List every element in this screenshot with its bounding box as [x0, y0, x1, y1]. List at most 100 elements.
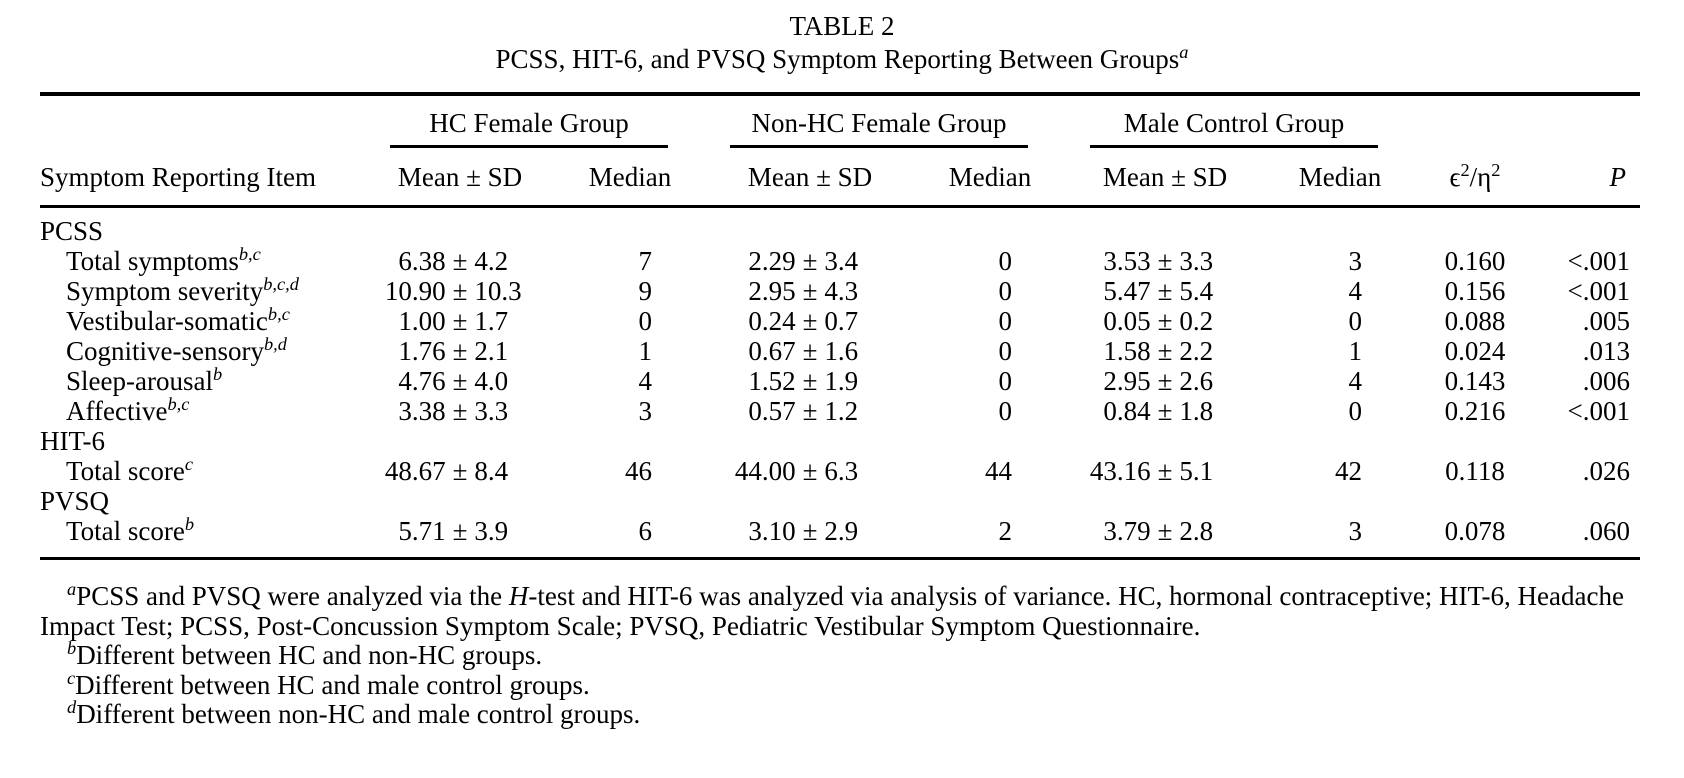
row-label: Vestibular-somaticb,c: [66, 304, 290, 336]
footnote-marker: b,c: [167, 394, 190, 414]
p-value-cell: .006: [1582, 366, 1631, 396]
column-header-item: Symptom Reporting Item: [40, 148, 350, 208]
column-header-nonhc-mean-sd: Mean ± SD: [690, 148, 930, 208]
male-mean-sd-cell: 0.84 ±1.8: [1103, 396, 1214, 426]
hc-mean-sd-cell: 5.71 ±3.9: [350, 516, 570, 560]
footnote-marker: b,c: [238, 244, 261, 264]
row-label: Sleep-arousalb: [66, 364, 223, 396]
footnote-c: cDifferent between HC and male control g…: [67, 667, 590, 700]
table-row-symptom-severity: Symptom severityb,c,d 10.90 ±10.3 9 2.95 ±…: [40, 274, 1640, 306]
nonhc-median-cell: 44: [985, 456, 1012, 486]
male-median-cell: 3: [1280, 516, 1401, 560]
column-header-hc-mean-sd: Mean ± SD: [350, 148, 570, 208]
row-label: Cognitive-sensoryb,d: [66, 334, 287, 366]
hc-mean-sd-cell: 1.76 ±2.1: [398, 336, 509, 366]
male-mean-sd-cell: 5.47 ±5.4: [1103, 276, 1214, 306]
footnote-marker: b,c: [267, 304, 290, 324]
row-label: Affectiveb,c: [66, 394, 190, 426]
p-value-cell: .060: [1550, 516, 1641, 560]
table-row-sleep-arousal: Sleep-arousalb 4.76 ±4.0 4 1.52 ±1.9 0 2.9…: [40, 364, 1640, 396]
footnote-marker: b: [184, 514, 194, 534]
column-header-effect-size: ϵ2/η2: [1400, 148, 1551, 208]
effect-size-cell: 0.118: [1445, 456, 1505, 486]
male-mean-sd-cell: 1.58 ±2.2: [1103, 336, 1214, 366]
table-row-affective: Affectiveb,c 3.38 ±3.3 3 0.57 ±1.2 0 0.84 ±…: [40, 394, 1640, 426]
section-row-pvsq: PVSQ: [40, 486, 110, 516]
section-row-hit6: HIT-6: [40, 426, 105, 456]
nonhc-mean-sd-cell: 2.95 ±4.3: [748, 276, 859, 306]
effect-size-cell: 0.156: [1444, 276, 1506, 306]
nonhc-median-cell: 0: [998, 246, 1013, 276]
row-label: Total scorec: [66, 454, 193, 486]
hc-median-cell: 1: [638, 336, 653, 366]
male-median-cell: 3: [1348, 246, 1363, 276]
male-median-cell: 42: [1335, 456, 1363, 486]
empty-cell: [1550, 94, 1640, 148]
section-row-pcss: PCSS: [40, 216, 104, 246]
table-title: PCSS, HIT-6, and PVSQ Symptom Reporting …: [0, 42, 1684, 76]
group-header-male-control: Male Control Group: [1050, 94, 1400, 148]
hc-mean-sd-cell: 3.38 ±3.3: [398, 396, 509, 426]
male-median-cell: 0: [1348, 396, 1363, 426]
hc-median-cell: 0: [638, 306, 653, 336]
table-row-cognitive-sensory: Cognitive-sensoryb,d 1.76 ±2.1 1 0.67 ±1.6…: [40, 334, 1640, 366]
footnote-c-marker: c: [67, 667, 76, 688]
nonhc-mean-sd-cell: 0.67 ±1.6: [748, 336, 859, 366]
hc-median-cell: 7: [638, 246, 653, 276]
row-label: Total symptomsb,c: [66, 244, 261, 276]
p-value-cell: <.001: [1567, 246, 1631, 276]
nonhc-median-cell: 0: [998, 306, 1013, 336]
hc-median-cell: 46: [625, 456, 652, 486]
group-header-row: HC Female Group Non-HC Female Group Male…: [40, 94, 1640, 148]
row-label: Symptom severityb,c,d: [66, 274, 299, 306]
table-row-total-symptoms: Total symptomsb,c 6.38 ±4.2 7 2.29 ±3.4 0 …: [40, 244, 1640, 276]
row-label: Total scoreb: [40, 514, 350, 560]
male-mean-sd-cell: 43.16 ±5.1: [1089, 456, 1214, 486]
effect-size-cell: 0.216: [1444, 396, 1506, 426]
effect-size-cell: 0.160: [1444, 246, 1506, 276]
hc-mean-sd-cell: 6.38 ±4.2: [398, 246, 509, 276]
p-value-cell: .013: [1582, 336, 1631, 366]
p-value-cell: <.001: [1567, 396, 1631, 426]
nonhc-mean-sd-cell: 3.10 ±2.9: [690, 516, 930, 560]
footnote-marker: b: [212, 364, 223, 384]
table-title-text: PCSS, HIT-6, and PVSQ Symptom Reporting …: [495, 44, 1180, 74]
column-header-male-mean-sd: Mean ± SD: [1050, 148, 1280, 208]
footnote-marker: b,c,d: [263, 274, 299, 294]
footnote-a: aPCSS and PVSQ were analyzed via the H-t…: [40, 579, 1624, 641]
male-median-cell: 4: [1348, 276, 1363, 306]
footnote-a-marker: a: [67, 579, 77, 599]
empty-cell: [1400, 94, 1550, 148]
italic-h: H: [508, 581, 529, 611]
nonhc-mean-sd-cell: 2.29 ±3.4: [748, 246, 859, 276]
footnote-marker: b,d: [263, 334, 287, 354]
nonhc-mean-sd-cell: 1.52 ±1.9: [748, 366, 859, 396]
results-table: HC Female Group Non-HC Female Group Male…: [40, 92, 1641, 560]
column-header-row: Symptom Reporting Item Mean ± SD Median …: [40, 148, 1641, 208]
column-header-male-median: Median: [1280, 148, 1401, 208]
footnote-marker: c: [184, 454, 193, 474]
nonhc-median-cell: 0: [998, 276, 1013, 306]
male-median-cell: 1: [1348, 336, 1363, 366]
table-row-vestibular-somatic: Vestibular-somaticb,c 1.00 ±1.7 0 0.24 ±0.…: [40, 304, 1640, 336]
footnote-d: dDifferent between non-HC and male contr…: [67, 697, 641, 729]
nonhc-mean-sd-cell: 0.24 ±0.7: [748, 306, 859, 336]
footnote-d-marker: d: [67, 697, 77, 717]
p-value-cell: <.001: [1567, 276, 1631, 306]
group-header-hc-female: HC Female Group: [350, 94, 690, 148]
nonhc-mean-sd-cell: 44.00 ±6.3: [734, 456, 859, 486]
nonhc-mean-sd-cell: 0.57 ±1.2: [748, 396, 859, 426]
hc-median-cell: 3: [638, 396, 653, 426]
p-value-cell: .026: [1582, 456, 1631, 486]
nonhc-median-cell: 2: [930, 516, 1050, 560]
effect-size-cell: 0.078: [1400, 516, 1551, 560]
group-header-nonhc-female: Non-HC Female Group: [690, 94, 1050, 148]
table-number: TABLE 2: [789, 11, 895, 41]
male-mean-sd-cell: 0.05 ±0.2: [1103, 306, 1214, 336]
table-row-hit6-total-score: Total scorec 48.67 ±8.4 46 44.00 ±6.3 44 4…: [40, 454, 1640, 486]
male-median-cell: 4: [1348, 366, 1363, 396]
table-footnotes: aPCSS and PVSQ were analyzed via the H-t…: [40, 579, 1644, 730]
hc-mean-sd-cell: 4.76 ±4.0: [398, 366, 509, 396]
effect-size-cell: 0.088: [1444, 306, 1506, 336]
column-header-nonhc-median: Median: [930, 148, 1050, 208]
